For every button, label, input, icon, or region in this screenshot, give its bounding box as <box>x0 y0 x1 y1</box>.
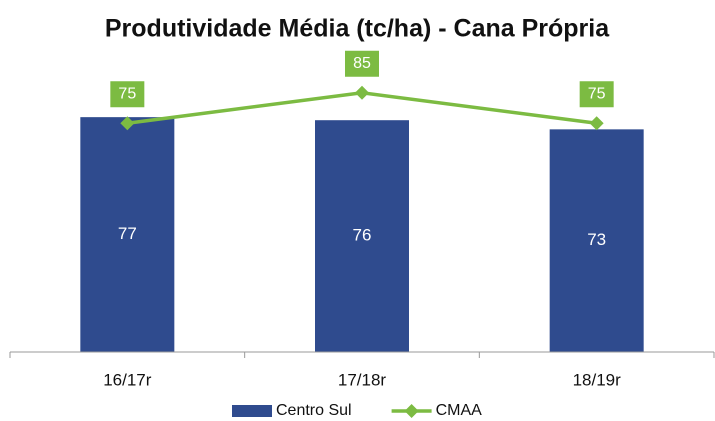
legend-marker <box>404 404 419 418</box>
line-value-label: 75 <box>588 85 606 102</box>
x-tick-label: 17/18r <box>338 370 387 389</box>
data-label-box <box>579 81 614 108</box>
line-point <box>355 85 369 100</box>
chart-title: Produtividade Média (tc/ha) - Cana Própr… <box>105 15 610 43</box>
x-tick-label: 18/19r <box>573 370 622 389</box>
line-point <box>120 116 135 131</box>
legend-swatch <box>232 405 272 417</box>
legend-label: Centro Sul <box>276 402 352 419</box>
data-label-box <box>110 81 145 108</box>
bar-value-label: 73 <box>587 230 606 249</box>
bar <box>315 120 409 352</box>
bar <box>80 117 175 353</box>
bar-value-label: 76 <box>353 226 372 245</box>
x-tick-label: 16/17r <box>103 370 152 389</box>
line-point <box>589 116 604 131</box>
data-label-box <box>345 50 379 77</box>
bar-value-label: 77 <box>118 224 137 243</box>
line-value-label: 75 <box>118 85 136 102</box>
legend-label: CMAA <box>436 402 483 419</box>
bar <box>549 129 644 352</box>
line-value-label: 85 <box>353 55 371 72</box>
